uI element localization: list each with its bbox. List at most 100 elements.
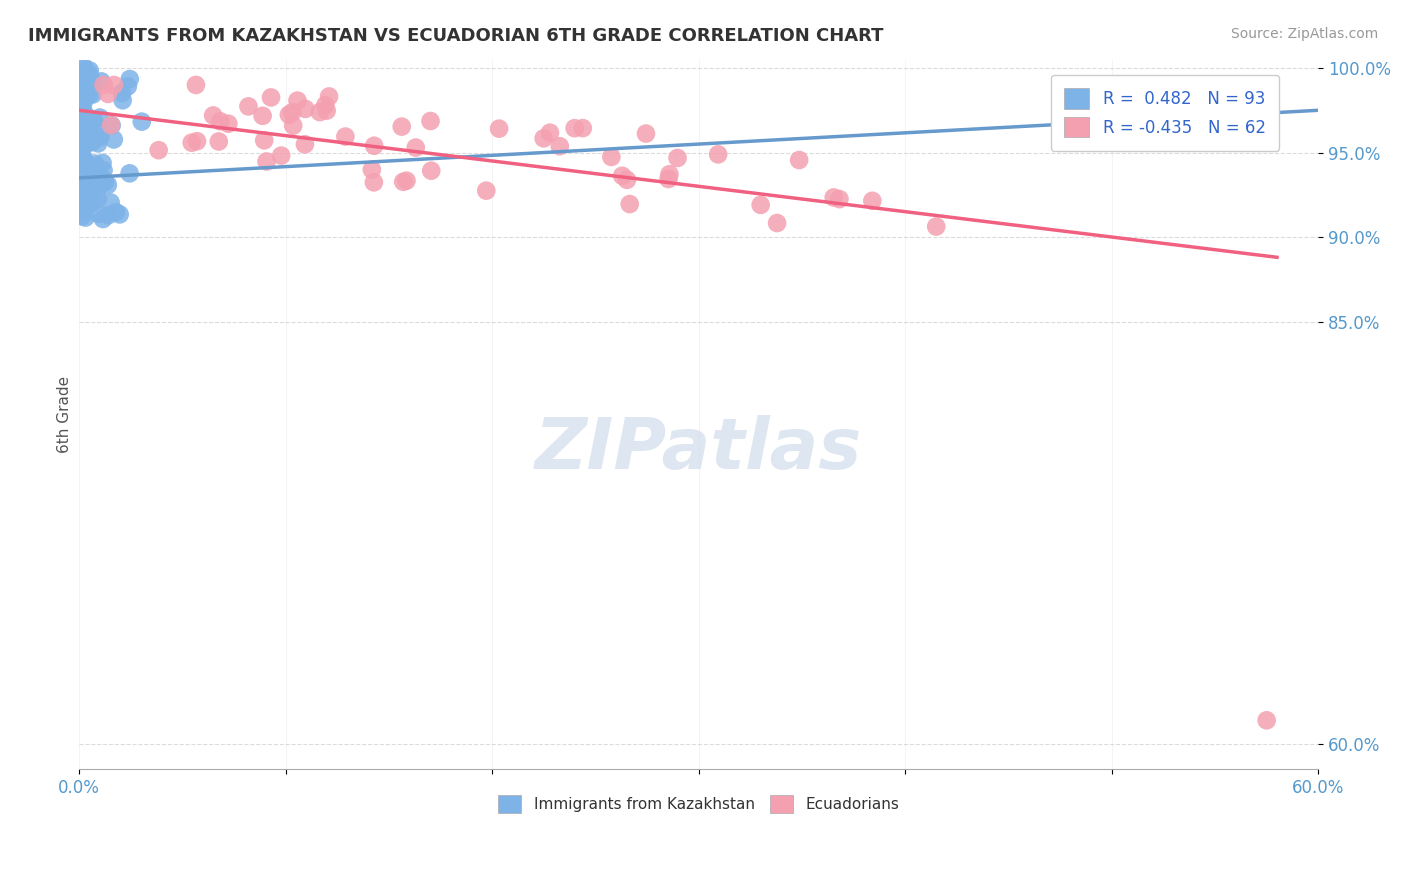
- Point: [86, 173, 108, 187]
- Point: [82, 196, 104, 211]
- Point: [89, 111, 111, 125]
- Point: [69, 105, 91, 120]
- Point: [69, 162, 91, 177]
- Point: [360, 162, 382, 177]
- Point: [217, 117, 239, 131]
- Point: [76, 194, 98, 209]
- Point: [89, 129, 111, 144]
- Point: [77, 66, 100, 80]
- Point: [391, 120, 413, 134]
- Point: [79, 87, 101, 102]
- Point: [83, 160, 105, 174]
- Point: [287, 94, 309, 108]
- Point: [392, 175, 415, 189]
- Point: [335, 129, 357, 144]
- Point: [100, 118, 122, 132]
- Point: [108, 207, 131, 221]
- Point: [70, 134, 93, 148]
- Legend: Immigrants from Kazakhstan, Ecuadorians: Immigrants from Kazakhstan, Ecuadorians: [486, 782, 911, 825]
- Point: [73, 62, 96, 76]
- Point: [73, 78, 96, 92]
- Point: [75, 136, 97, 151]
- Point: [73, 69, 96, 83]
- Point: [308, 105, 330, 120]
- Point: [281, 105, 304, 120]
- Point: [70, 178, 93, 192]
- Point: [82, 112, 104, 127]
- Point: [184, 78, 207, 92]
- Point: [571, 121, 593, 136]
- Point: [69, 108, 91, 122]
- Point: [75, 126, 97, 140]
- Point: [69, 146, 91, 161]
- Point: [118, 72, 141, 87]
- Point: [70, 178, 93, 192]
- Text: ZIPatlas: ZIPatlas: [536, 416, 862, 484]
- Point: [395, 174, 418, 188]
- Point: [70, 136, 93, 150]
- Point: [315, 103, 337, 118]
- Point: [69, 169, 91, 184]
- Point: [82, 74, 104, 88]
- Point: [180, 136, 202, 150]
- Point: [86, 164, 108, 178]
- Point: [90, 74, 112, 88]
- Point: [69, 176, 91, 190]
- Point: [766, 216, 789, 230]
- Point: [69, 163, 91, 178]
- Point: [294, 102, 316, 116]
- Point: [283, 119, 305, 133]
- Point: [72, 103, 94, 118]
- Point: [86, 184, 108, 198]
- Point: [363, 138, 385, 153]
- Point: [70, 161, 93, 175]
- Point: [69, 115, 91, 129]
- Point: [260, 90, 283, 104]
- Point: [73, 68, 96, 82]
- Point: [148, 143, 170, 157]
- Point: [318, 89, 340, 103]
- Point: [253, 133, 276, 147]
- Point: [538, 126, 561, 140]
- Point: [72, 71, 94, 86]
- Point: [73, 201, 96, 215]
- Point: [294, 137, 316, 152]
- Point: [548, 139, 571, 153]
- Point: [111, 86, 134, 100]
- Point: [93, 176, 115, 190]
- Point: [72, 149, 94, 163]
- Point: [925, 219, 948, 234]
- Point: [70, 114, 93, 128]
- Point: [70, 146, 93, 161]
- Point: [475, 184, 498, 198]
- Point: [111, 93, 134, 107]
- Point: [666, 151, 689, 165]
- Point: [405, 140, 427, 154]
- Point: [238, 99, 260, 113]
- Point: [91, 212, 114, 227]
- Y-axis label: 6th Grade: 6th Grade: [58, 376, 72, 453]
- Point: [208, 135, 231, 149]
- Point: [363, 175, 385, 189]
- Point: [202, 108, 225, 122]
- Point: [79, 168, 101, 182]
- Point: [270, 148, 292, 162]
- Point: [658, 167, 681, 181]
- Point: [70, 209, 93, 223]
- Point: [76, 188, 98, 202]
- Point: [97, 208, 120, 222]
- Text: Source: ZipAtlas.com: Source: ZipAtlas.com: [1230, 27, 1378, 41]
- Point: [90, 169, 112, 183]
- Point: [186, 134, 208, 148]
- Point: [73, 134, 96, 148]
- Point: [100, 119, 122, 133]
- Point: [79, 176, 101, 190]
- Point: [277, 108, 299, 122]
- Point: [103, 78, 125, 92]
- Point: [75, 211, 97, 225]
- Point: [87, 192, 110, 206]
- Point: [72, 199, 94, 213]
- Point: [657, 172, 679, 186]
- Point: [419, 114, 441, 128]
- Point: [823, 190, 845, 204]
